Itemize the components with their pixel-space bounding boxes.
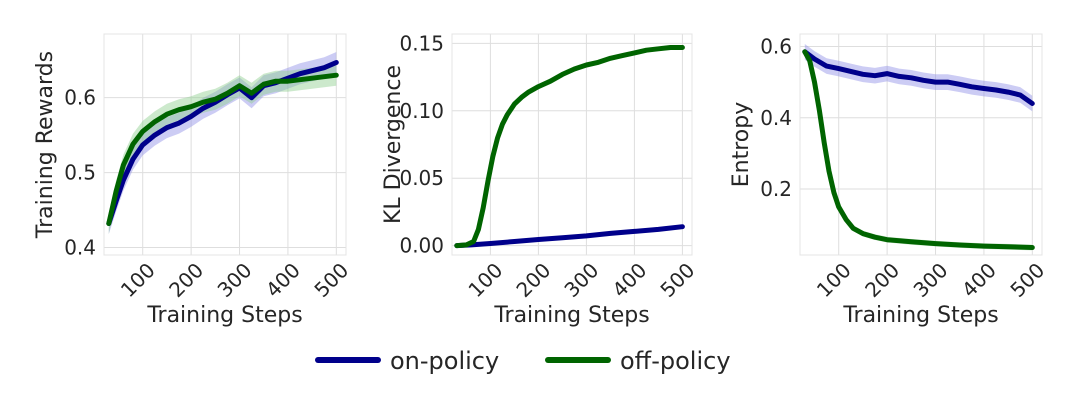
y-tick-label: 0.2 <box>760 177 792 201</box>
plot-frame <box>103 33 347 256</box>
y-tick-label: 0.15 <box>399 31 444 55</box>
x-tick-label: 200 <box>164 258 208 302</box>
x-tick-label: 100 <box>463 258 507 302</box>
y-tick-label: 0.6 <box>760 34 792 58</box>
chart-entropy: 0.2 0.4 0.6 100 200 300 400 500 Training Steps En… <box>729 33 1049 328</box>
series-line-on-policy <box>454 224 685 249</box>
series-line-on-policy <box>802 49 1035 106</box>
y-tick-label: 0.6 <box>64 86 96 110</box>
chart-training-rewards: 0.4 0.5 0.6 100 200 300 400 500 Training Steps Tr… <box>33 33 353 328</box>
band-off-policy <box>108 64 337 234</box>
x-tick-label: 500 <box>1005 258 1049 302</box>
legend-label-off-policy: off-policy <box>620 347 731 375</box>
x-axis-label: Training Steps <box>842 303 998 328</box>
x-axis-label: Training Steps <box>493 303 649 328</box>
y-axis-label: Training Rewards <box>33 51 58 239</box>
legend: on-policy off-policy <box>315 347 731 375</box>
y-tick-label: 0.00 <box>399 234 444 258</box>
x-tick-label: 100 <box>116 258 160 302</box>
x-tick-label: 100 <box>812 258 856 302</box>
y-axis-label: Entropy <box>729 102 754 187</box>
x-axis-label: Training Steps <box>146 303 302 328</box>
x-tick-label: 400 <box>957 258 1001 302</box>
y-tick-label: 0.4 <box>760 106 792 130</box>
x-tick-label: 500 <box>309 258 353 302</box>
series-line-off-policy <box>454 45 685 249</box>
x-tick-label: 200 <box>860 258 904 302</box>
plot-frame <box>799 33 1043 256</box>
x-tick-label: 500 <box>655 258 699 302</box>
x-tick-label: 400 <box>607 258 651 302</box>
x-tick-label: 300 <box>213 258 257 302</box>
legend-label-on-policy: on-policy <box>390 347 499 375</box>
x-tick-label: 400 <box>261 258 305 302</box>
plot-frame <box>451 33 693 256</box>
x-tick-label: 200 <box>511 258 555 302</box>
x-tick-label: 300 <box>559 258 603 302</box>
y-tick-label: 0.5 <box>64 161 96 185</box>
y-tick-label: 0.05 <box>399 166 444 190</box>
series-line-on-policy <box>106 60 339 226</box>
series-line-off-policy <box>802 49 1035 250</box>
series-line-off-policy <box>106 72 339 226</box>
chart-kl-divergence: 0.00 0.05 0.10 0.15 100 200 300 400 500Training … <box>381 31 699 328</box>
y-axis-label: KL Divergence <box>381 65 406 224</box>
x-tick-label: 300 <box>909 258 953 302</box>
plot-area <box>452 34 692 255</box>
y-tick-label: 0.10 <box>399 99 444 123</box>
y-tick-label: 0.4 <box>64 236 96 260</box>
